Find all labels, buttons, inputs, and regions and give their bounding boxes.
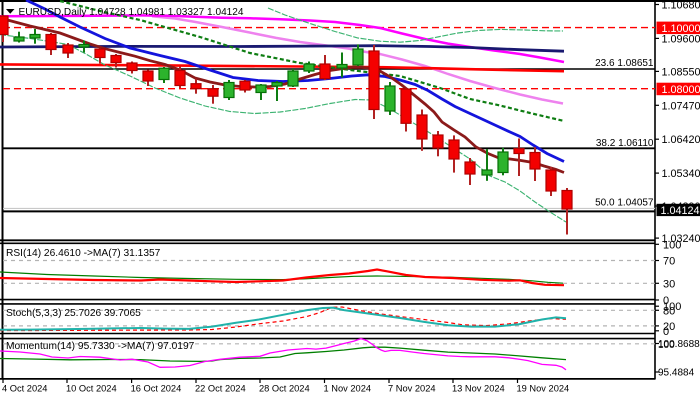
svg-text:4 Oct 2024: 4 Oct 2024 — [2, 384, 47, 394]
svg-text:70: 70 — [663, 256, 675, 268]
svg-text:10 Oct 2024: 10 Oct 2024 — [66, 384, 117, 394]
svg-text:RSI(14) 26.4610 ->MA(7) 31.13: RSI(14) 26.4610 ->MA(7) 31.1357 — [6, 248, 161, 259]
svg-text:EURUSD,Daily 1.04728 1.04981: EURUSD,Daily 1.04728 1.04981 1.03327 1.0… — [19, 7, 244, 18]
svg-text:28 Oct 2024: 28 Oct 2024 — [259, 384, 310, 394]
svg-text:80: 80 — [663, 305, 675, 317]
svg-text:Momentum(14) 95.7330 ->MA(7): Momentum(14) 95.7330 ->MA(7) 97.0197 — [6, 341, 195, 352]
svg-text:38.2 1.06110: 38.2 1.06110 — [596, 138, 654, 149]
svg-text:19 Nov 2024: 19 Nov 2024 — [517, 384, 570, 394]
svg-text:16 Oct 2024: 16 Oct 2024 — [131, 384, 182, 394]
svg-text:1.10680: 1.10680 — [662, 0, 700, 12]
svg-text:1.04124: 1.04124 — [661, 205, 700, 217]
svg-text:23.6 1.08651: 23.6 1.08651 — [595, 58, 654, 69]
svg-text:100.8688: 100.8688 — [658, 339, 700, 350]
svg-text:1.05340: 1.05340 — [662, 168, 700, 180]
svg-text:1.07470: 1.07470 — [662, 100, 700, 112]
svg-text:50.0 1.04057: 50.0 1.04057 — [595, 198, 654, 209]
svg-text:22 Oct 2024: 22 Oct 2024 — [195, 384, 246, 394]
svg-text:1.08550: 1.08550 — [662, 66, 700, 78]
svg-text:1.06420: 1.06420 — [662, 134, 700, 146]
svg-text:1.09600: 1.09600 — [662, 33, 700, 45]
svg-text:30: 30 — [663, 278, 675, 290]
svg-text:0: 0 — [663, 326, 669, 338]
svg-text:1.08000: 1.08000 — [662, 84, 700, 96]
svg-text:1.10000: 1.10000 — [662, 23, 700, 35]
svg-text:100: 100 — [663, 239, 681, 251]
svg-text:7 Nov 2024: 7 Nov 2024 — [388, 384, 436, 394]
svg-text:13 Nov 2024: 13 Nov 2024 — [452, 384, 505, 394]
svg-text:95.4884: 95.4884 — [658, 368, 695, 379]
svg-text:Stoch(5,3,3) 25.7026 39.7065: Stoch(5,3,3) 25.7026 39.7065 — [6, 308, 141, 319]
svg-text:1 Nov 2024: 1 Nov 2024 — [324, 384, 372, 394]
